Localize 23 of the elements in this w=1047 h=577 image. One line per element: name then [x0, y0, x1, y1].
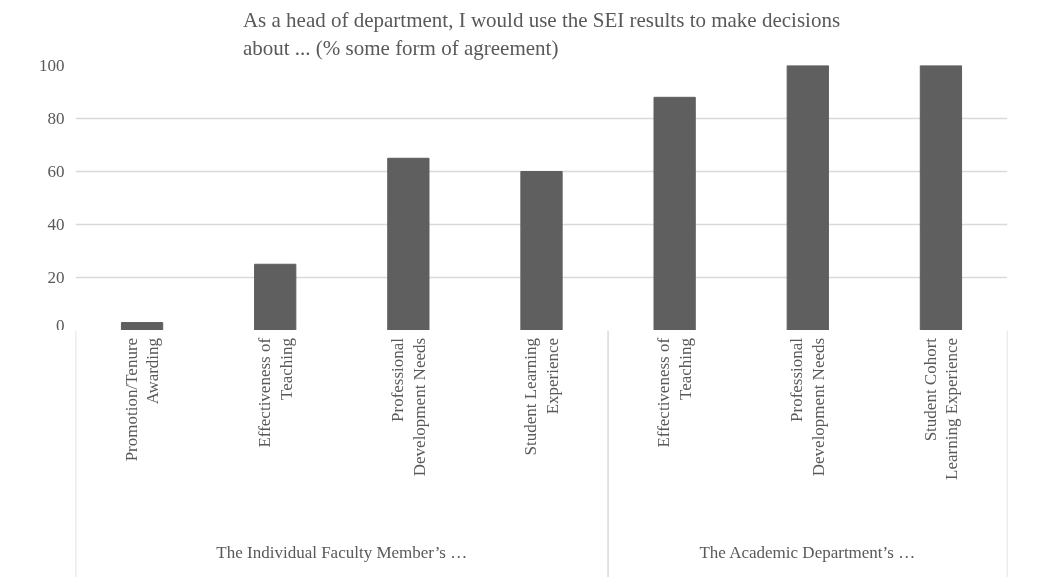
bar	[653, 96, 696, 330]
text: The Individual Faculty Member’s …	[216, 543, 468, 563]
chart-title: As a head of department, I would use the SEI results to make decisions about ... (% some form of agreement)	[242, 7, 841, 61]
x-tick-label: Professional Development Needs	[387, 337, 429, 477]
y-tick-label: 60	[47, 162, 65, 181]
bar	[254, 263, 297, 330]
bar	[120, 322, 164, 330]
y-tick-label: 100	[39, 56, 65, 75]
y-tick-label: 40	[47, 215, 65, 234]
y-tick-label: 80	[47, 109, 65, 128]
x-tick-label: Effectiveness of Teaching	[254, 337, 296, 448]
bar	[919, 65, 963, 330]
x-tick-label: Effectiveness of Teaching	[654, 337, 696, 448]
bar	[786, 65, 829, 330]
y-tick-label: 0	[56, 315, 65, 335]
y-tick-label: 20	[47, 268, 65, 287]
x-tick-label: Promotion/Tenure Awarding	[121, 337, 163, 462]
x-tick-label: Student Cohort Learning Experience	[920, 337, 962, 480]
text: The Academic Department’s …	[699, 543, 916, 563]
bar	[387, 157, 430, 330]
x-tick-label: Student Learning Experience	[521, 337, 562, 456]
x-tick-label: Professional Development Needs	[787, 337, 829, 477]
bar	[520, 171, 563, 330]
